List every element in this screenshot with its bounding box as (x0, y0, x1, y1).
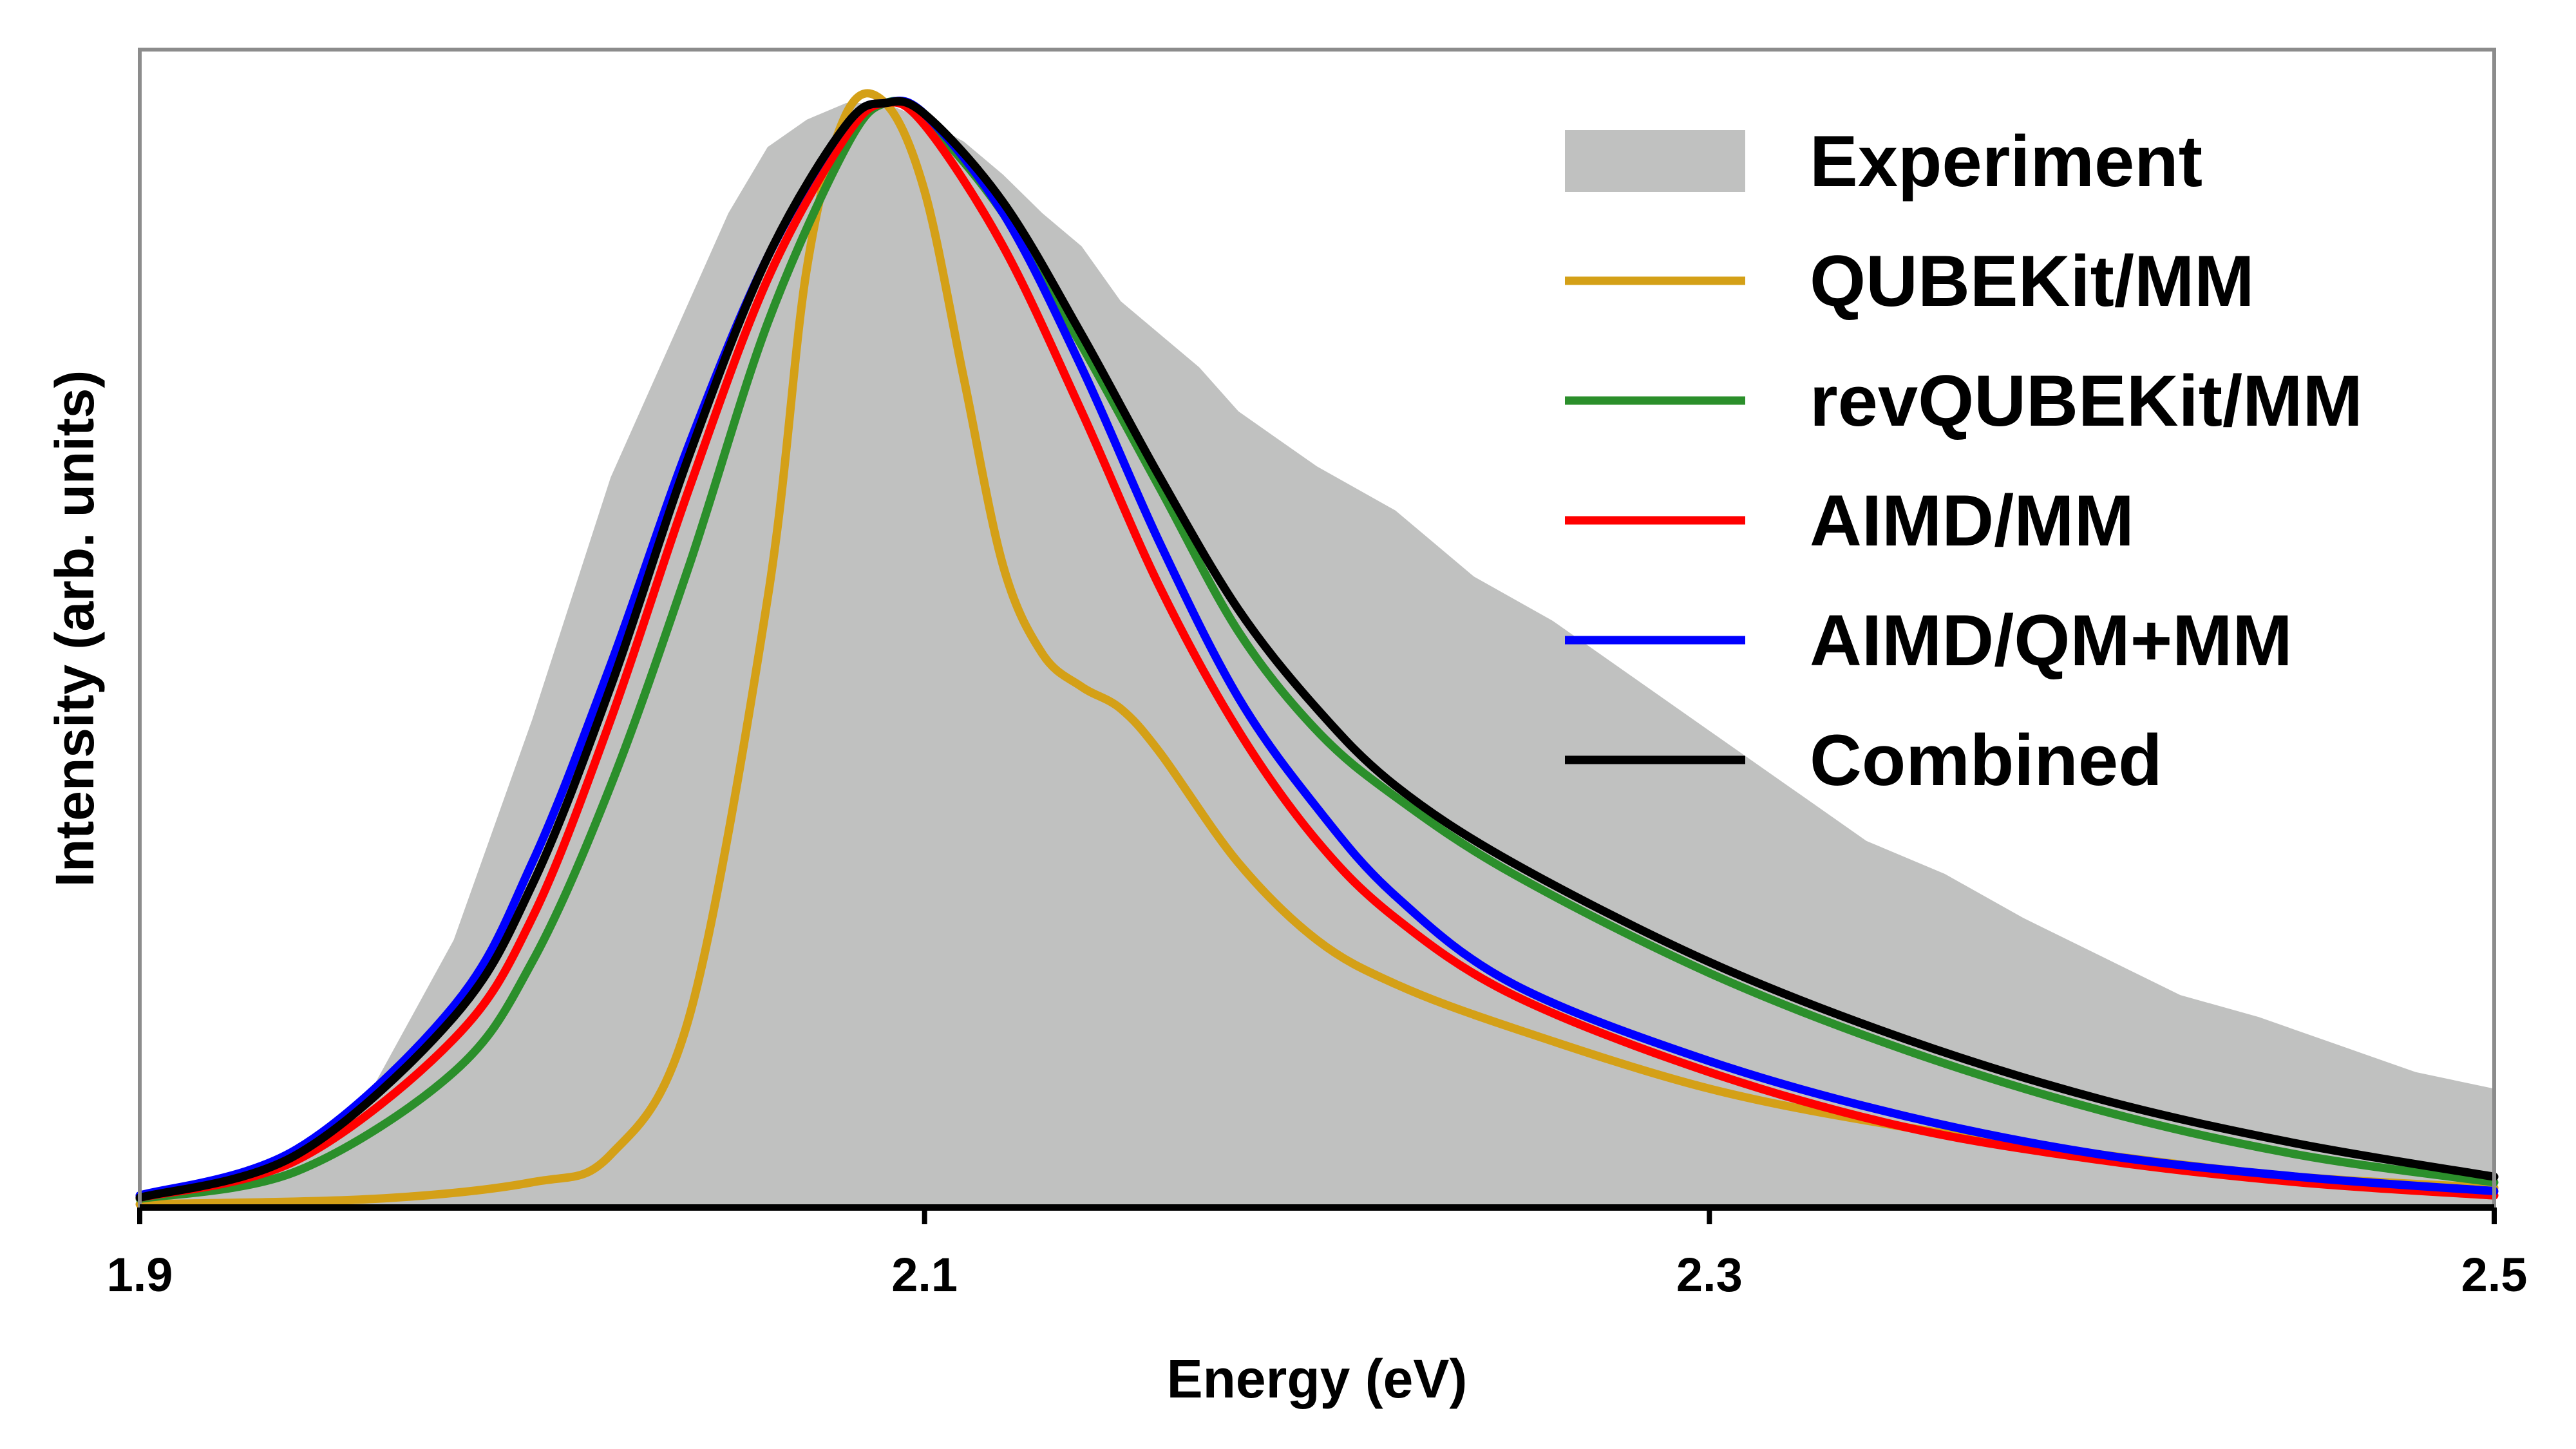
legend-label-revqubekit-mm: revQUBEKit/MM (1810, 361, 2363, 441)
series-line-qubekit-mm (135, 89, 2499, 1209)
series-line-revqubekit-mm (135, 97, 2499, 1203)
x-axis-title: Energy (eV) (1167, 1349, 1468, 1409)
legend-label-qubekit-mm: QUBEKit/MM (1810, 241, 2255, 321)
legend: Experiment QUBEKit/MM revQUBEKit/MM AIMD/MM… (1565, 121, 2363, 800)
x-tick-label: 1.9 (107, 1248, 173, 1302)
legend-label-experiment: Experiment (1810, 121, 2202, 202)
x-tick-label: 2.5 (2461, 1248, 2528, 1302)
legend-swatch-experiment (1565, 130, 1745, 192)
x-tick-label: 2.3 (1676, 1248, 1743, 1302)
x-axis-ticks: 1.9 2.1 2.3 2.5 (107, 1208, 2528, 1302)
series-line-aimd-qm-mm (135, 97, 2499, 1200)
legend-label-aimd-mm: AIMD/MM (1810, 480, 2134, 561)
legend-label-aimd-qm-mm: AIMD/QM+MM (1810, 600, 2293, 681)
series-line-aimd-mm (135, 98, 2499, 1202)
x-tick-label: 2.1 (891, 1248, 958, 1302)
legend-label-combined: Combined (1810, 720, 2163, 800)
y-axis-title: Intensity (arb. units) (44, 370, 105, 887)
series-layer (135, 89, 2499, 1209)
series-line-combined (135, 97, 2499, 1202)
